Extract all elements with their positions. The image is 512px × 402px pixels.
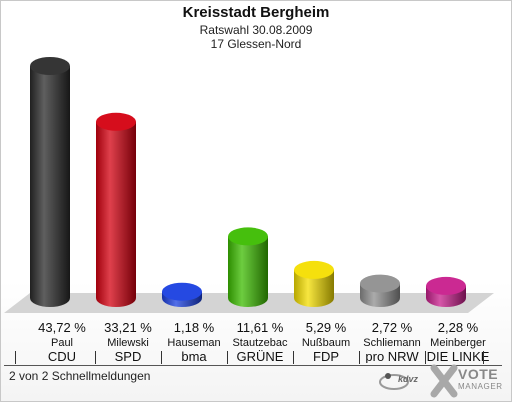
value-label: 33,21 % <box>104 320 152 335</box>
bar-fdp <box>294 260 334 307</box>
candidate-label: Paul <box>50 337 74 349</box>
bar-body <box>96 121 136 307</box>
vote-logo-text: VOTE <box>458 366 499 382</box>
candidate-label: Milewski <box>107 337 149 349</box>
bar-gr-ne <box>228 227 268 307</box>
label-separator <box>425 351 426 364</box>
kdvz-logo-text: kdvz <box>398 374 419 384</box>
candidate-label: Hauseman <box>167 337 221 349</box>
bar-bma <box>162 282 202 307</box>
candidate-label: Nußbaum <box>301 337 351 349</box>
vote-manager-logo <box>379 364 458 398</box>
bar-die-linke <box>426 276 466 307</box>
chart-subtitle-election: Ratswahl 30.08.2009 <box>199 23 313 37</box>
manager-logo-text: MANAGER <box>458 382 503 391</box>
bar-cdu <box>30 57 70 307</box>
label-separator <box>227 351 228 364</box>
label-separator <box>293 351 294 364</box>
party-label: GRÜNE <box>236 350 284 363</box>
label-separator <box>483 351 484 364</box>
bar-top <box>294 260 334 279</box>
candidate-label: Schliemann <box>363 337 421 349</box>
bar-pro-nrw <box>360 274 400 307</box>
chart-subtitle-district: 17 Glessen-Nord <box>210 37 302 51</box>
label-separator <box>161 351 162 364</box>
party-label: DIE LINKE <box>426 350 490 363</box>
chart-title: Kreisstadt Bergheim <box>182 4 330 21</box>
label-separator <box>95 351 96 364</box>
label-separator <box>359 351 360 364</box>
candidate-label: Stautzebac <box>232 337 288 349</box>
bar-top <box>426 276 466 295</box>
bar-top <box>360 274 400 293</box>
bar-top <box>30 57 70 75</box>
value-label: 5,29 % <box>305 320 347 335</box>
bar-body <box>228 236 268 307</box>
value-label: 11,61 % <box>236 320 284 335</box>
value-label: 43,72 % <box>38 320 86 335</box>
footer-divider <box>4 365 502 366</box>
candidate-label: Meinberger <box>430 337 486 349</box>
value-label: 2,28 % <box>437 320 479 335</box>
party-label: SPD <box>114 350 142 363</box>
value-label: 2,72 % <box>371 320 413 335</box>
party-label: CDU <box>47 350 77 363</box>
party-label: bma <box>181 350 207 363</box>
bar-top <box>96 112 136 131</box>
bar-spd <box>96 112 136 307</box>
footnote: 2 von 2 Schnellmeldungen <box>9 369 151 383</box>
bar-top <box>228 227 268 246</box>
value-label: 1,18 % <box>173 320 215 335</box>
bar-body <box>30 66 70 307</box>
bar-top <box>162 282 202 301</box>
party-label: pro NRW <box>365 350 419 363</box>
party-label: FDP <box>313 350 339 363</box>
label-separator <box>15 351 16 364</box>
bar-body <box>294 269 334 307</box>
